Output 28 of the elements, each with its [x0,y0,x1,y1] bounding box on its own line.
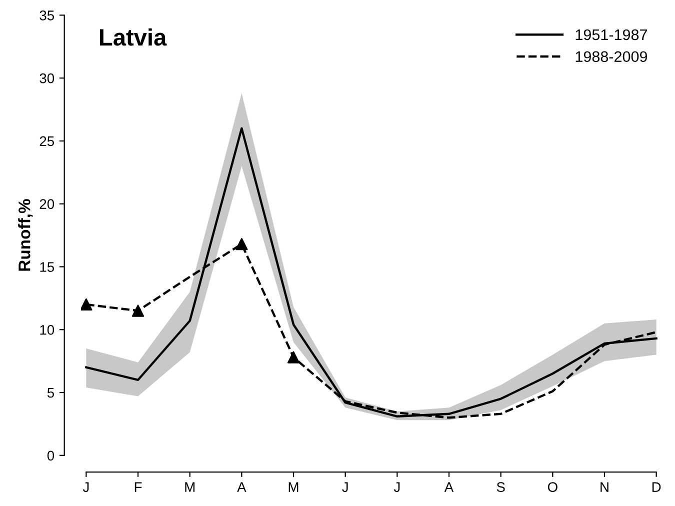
x-tick-label: A [237,482,246,492]
legend-label: 1988-2009 [576,51,648,62]
x-tick-label: S [496,482,505,492]
y-tick-label: 10 [40,324,54,335]
y-tick-label: 25 [40,136,54,146]
x-tick-label: A [444,482,454,492]
y-axis-title: Runoff,% [18,199,33,271]
x-tick-label: N [600,482,608,492]
legend-label: 1951-1987 [576,29,647,40]
x-tick-label: J [82,482,89,492]
y-tick-label: 20 [40,199,54,210]
y-tick-label: 15 [40,262,54,272]
y-tick-label: 30 [40,73,54,84]
y-tick-label: 5 [47,388,54,398]
y-tick-label: 35 [40,10,54,20]
x-tick-label: M [185,482,194,492]
chart-title: Latvia [100,28,167,46]
point [132,304,144,317]
x-tick-label: J [394,482,400,492]
y-tick-label: 0 [47,450,54,461]
point [236,238,248,250]
x-tick-label: M [288,482,298,492]
x-tick-label: O [548,482,558,492]
point [81,298,92,311]
x-tick-label: F [134,482,142,492]
point [287,351,300,364]
x-tick-label: D [652,482,661,492]
x-tick-label: J [342,482,348,492]
